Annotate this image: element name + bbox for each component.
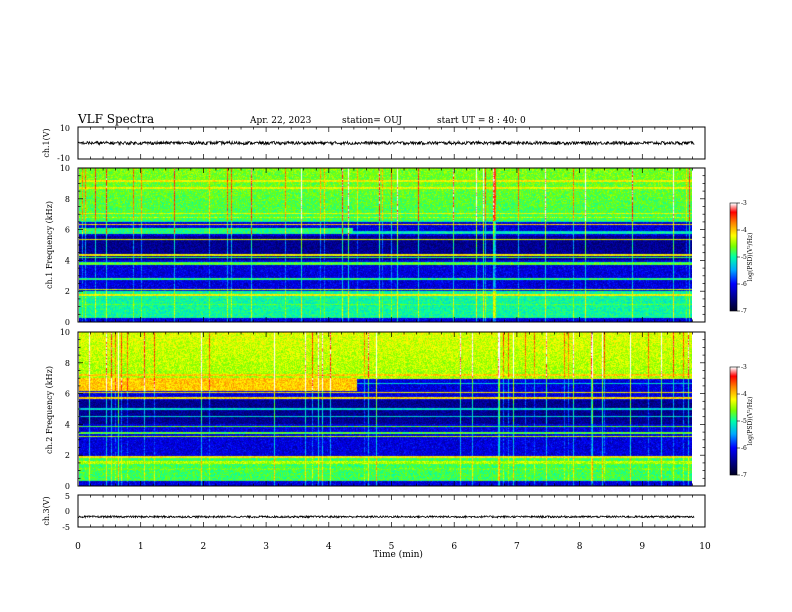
y-tick-label: 4	[65, 420, 70, 429]
colorbar-tick-label: -7	[741, 308, 747, 315]
x-axis-tick-labels: 0 1 2 3 4 5 6 7 8 9 10	[75, 542, 711, 552]
colorbar-tick-label: -4	[741, 227, 747, 234]
start-ut-label: start UT = 8 : 40: 0	[437, 116, 526, 126]
x-tick-label: 8	[577, 542, 583, 552]
y-tick-label: 8	[65, 195, 70, 204]
x-tick-label: 10	[699, 542, 711, 552]
x-axis-label: Time (min)	[373, 549, 423, 560]
colorbar-tick-label: -4	[741, 391, 747, 398]
ch2-spectrogram-ylabel: ch.2 Frequency (kHz)	[45, 366, 54, 454]
colorbar-tick-label: -3	[741, 200, 747, 207]
y-tick-label: 6	[65, 390, 70, 399]
ch2-colorbar-label: log(PSD)(V²/Hz)	[747, 397, 754, 446]
y-tick-label: 2	[65, 287, 70, 296]
ch3-ytick-top: 5	[65, 492, 70, 501]
y-tick-label: 10	[60, 164, 70, 173]
colorbar-tick-label: -5	[741, 418, 747, 425]
ch2-spectrogram-image	[79, 332, 692, 486]
ch2-spectrogram-yticks: 0 2 4 6 8 10	[60, 328, 705, 491]
ch2-colorbar-ticks: -3 -4 -5 -6 -7	[737, 364, 747, 479]
station-label: station= OUJ	[342, 116, 402, 126]
ch1-ylabel: ch.1(V)	[42, 128, 51, 157]
x-tick-label: 9	[639, 542, 645, 552]
y-tick-label: 6	[65, 226, 70, 235]
x-tick-label: 3	[263, 542, 269, 552]
y-tick-label: 2	[65, 451, 70, 460]
ch2-colorbar	[730, 367, 737, 475]
ch1-colorbar	[730, 203, 737, 311]
ch3-ytick-middle: 0	[65, 507, 70, 516]
ch3-ylabel: ch.3(V)	[42, 496, 51, 525]
colorbar-tick-label: -5	[741, 254, 747, 261]
colorbar-tick-label: -7	[741, 472, 747, 479]
ch1-colorbar-ticks: -3 -4 -5 -6 -7	[737, 200, 747, 315]
ch3-ytick-bottom: -5	[62, 523, 70, 532]
x-tick-label: 2	[201, 542, 207, 552]
y-tick-label: 0	[65, 482, 70, 491]
ch3-waveform-trace	[77, 514, 695, 520]
waveform-line	[77, 139, 695, 147]
ch1-ytick-bottom: -10	[57, 154, 70, 163]
ch1-ytick-top: 10	[60, 124, 70, 133]
ch3-waveform-panel: 5 0 -5 ch.3(V)	[42, 492, 706, 532]
colorbar-tick-label: -3	[741, 364, 747, 371]
y-tick-label: 10	[60, 328, 70, 337]
colorbar-tick-label: -6	[741, 445, 747, 452]
figure-title: VLF Spectra	[77, 112, 154, 126]
y-tick-label: 0	[65, 318, 70, 327]
x-tick-label: 4	[326, 542, 332, 552]
date-label: Apr. 22, 2023	[249, 116, 312, 126]
colorbar-tick-label: -6	[741, 281, 747, 288]
x-tick-label: 1	[138, 542, 144, 552]
ch1-spectrogram-yticks: 0 2 4 6 8 10	[60, 164, 705, 327]
ch1-colorbar-label: log(PSD)(V²/Hz)	[747, 233, 754, 282]
y-tick-label: 4	[65, 256, 70, 265]
y-tick-label: 8	[65, 359, 70, 368]
ch1-spectrogram-image	[79, 168, 692, 322]
x-tick-label: 0	[75, 542, 81, 552]
x-tick-label: 5	[389, 542, 395, 552]
waveform-line	[77, 514, 695, 520]
x-axis-ticks	[77, 127, 706, 527]
x-tick-label: 7	[514, 542, 520, 552]
ch1-waveform-panel: 10 -10 ch.1(V)	[42, 124, 706, 163]
ch1-spectrogram-ylabel: ch.1 Frequency (kHz)	[45, 201, 54, 289]
x-tick-label: 6	[451, 542, 457, 552]
ch1-waveform-trace	[77, 139, 695, 147]
